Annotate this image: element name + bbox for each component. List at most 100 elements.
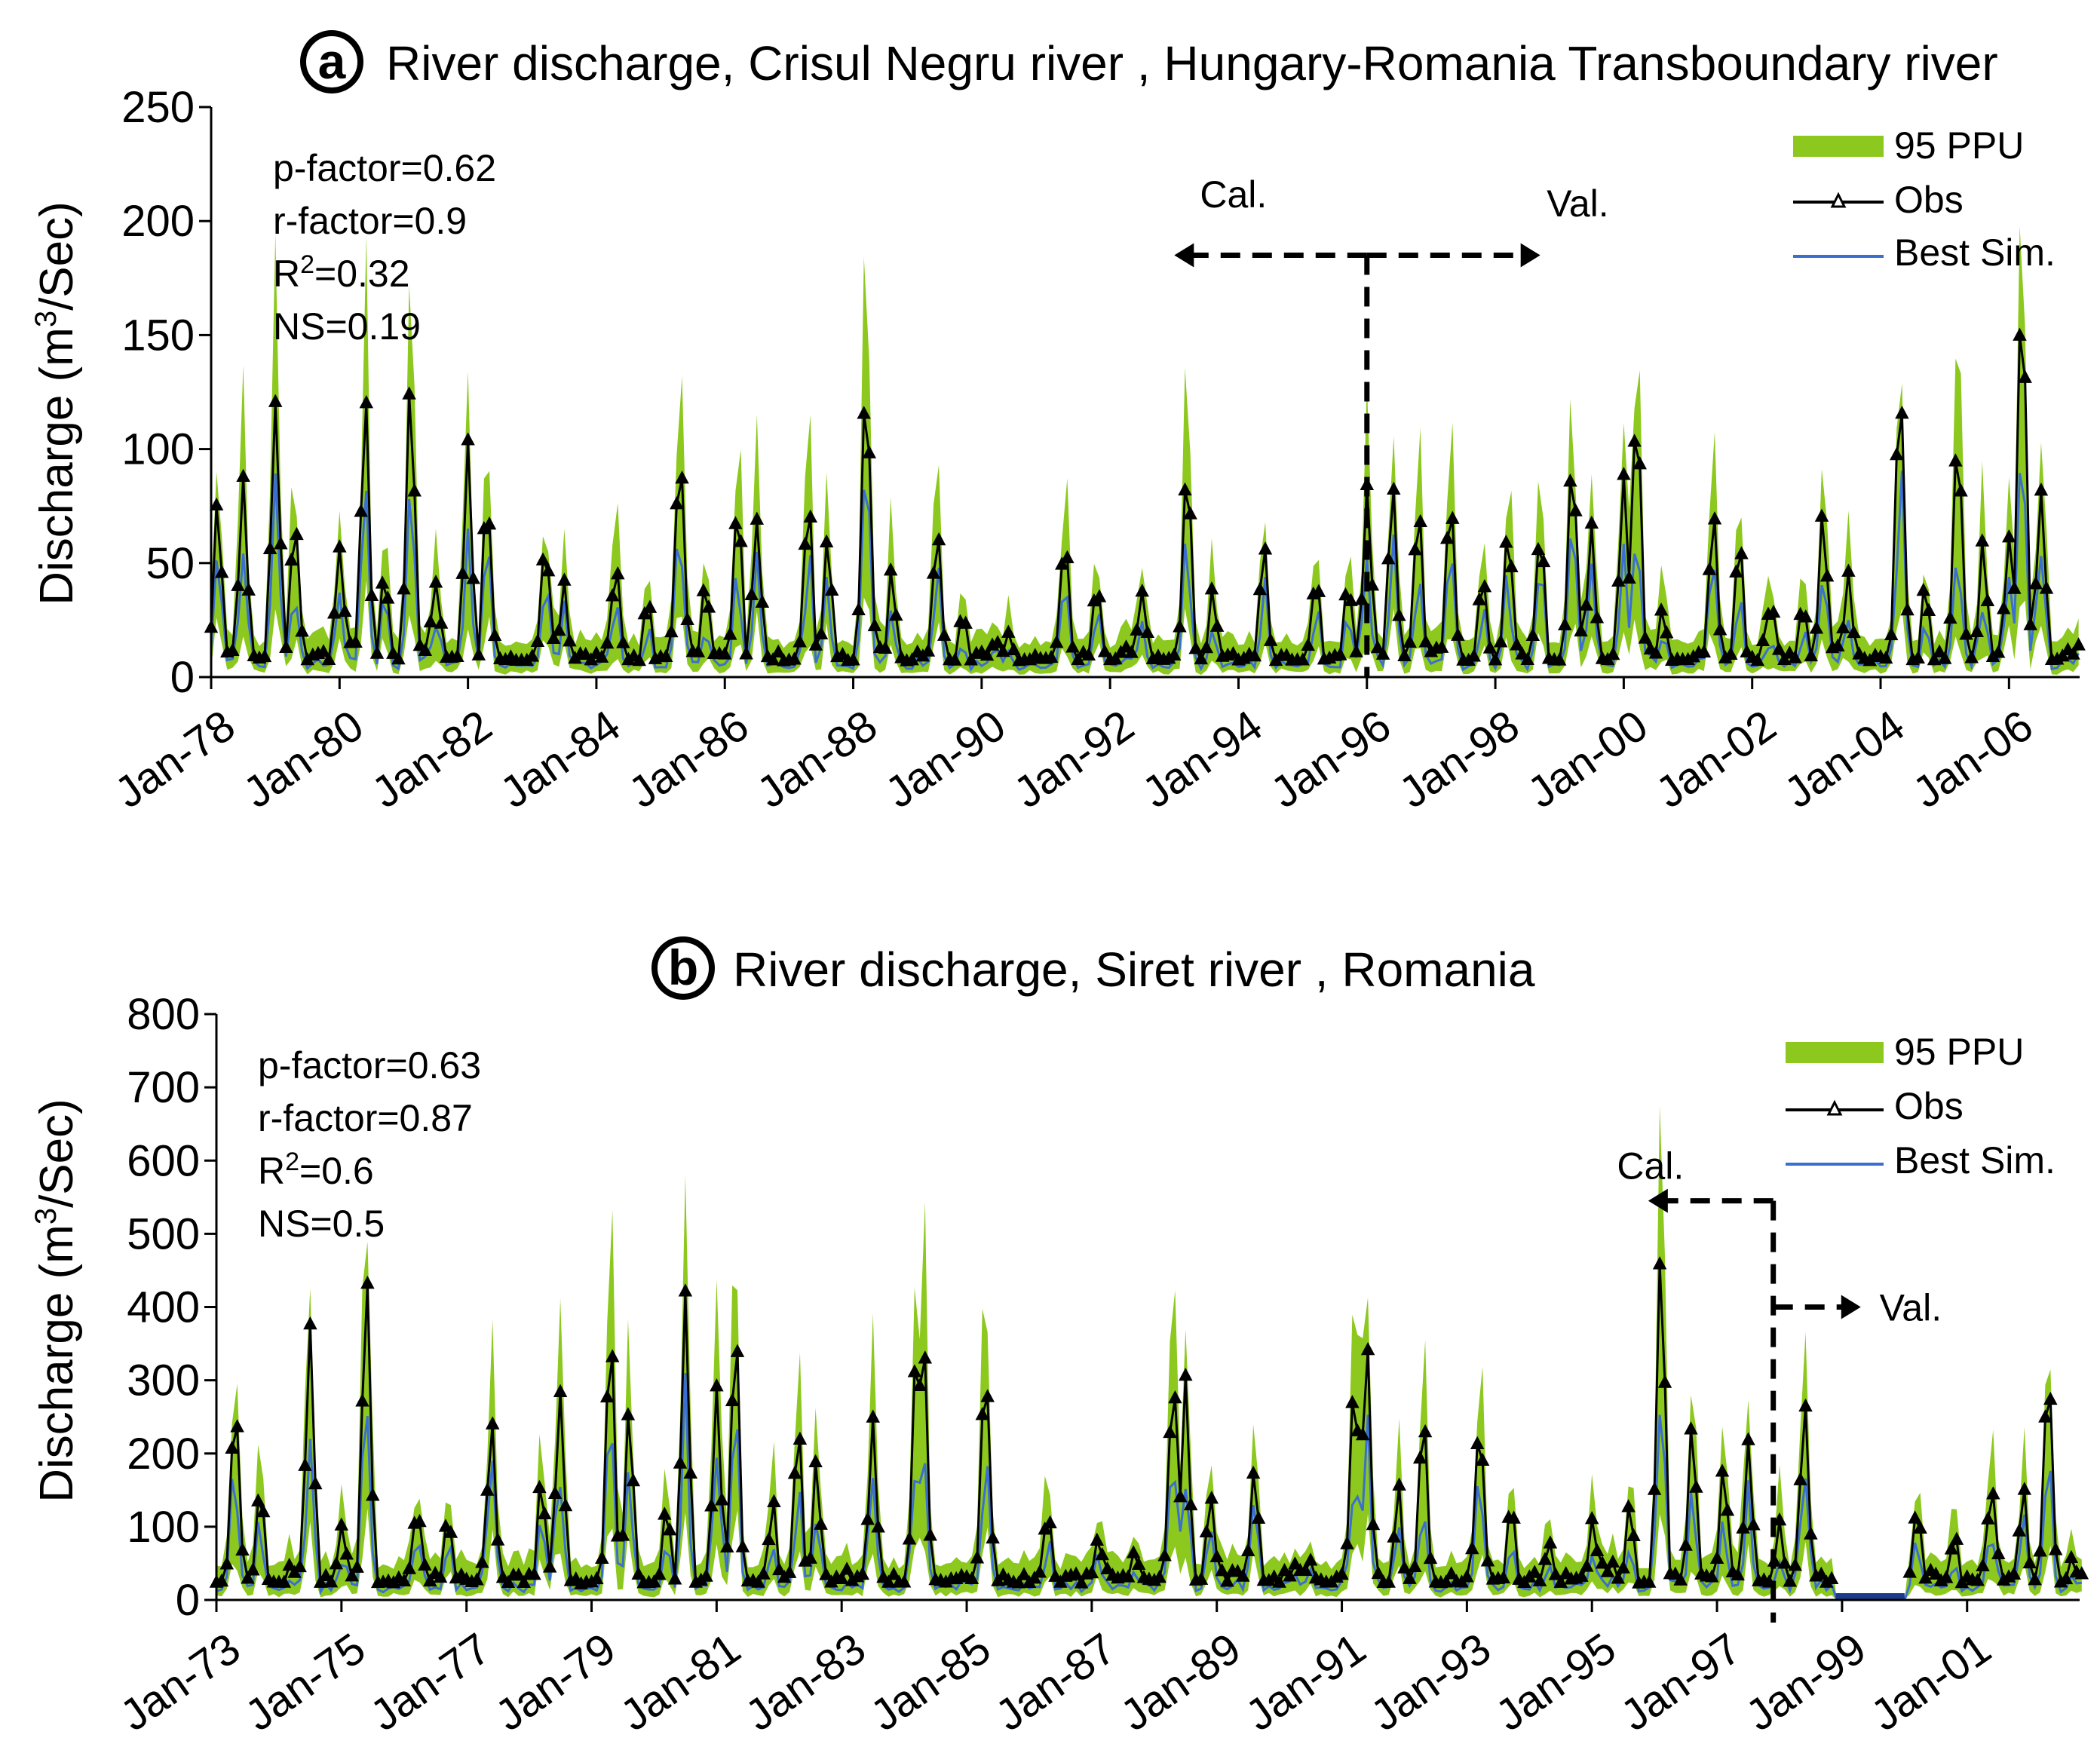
panel-b-obs-marker (1403, 1571, 1417, 1584)
panel-b-obs-marker (667, 1571, 682, 1585)
panel-a-obs-marker (1884, 627, 1899, 641)
panel-b-obs-marker (1902, 1565, 1917, 1578)
panel-b-obs-marker (1908, 1510, 1922, 1524)
panel-b-obs-marker (1194, 1571, 1209, 1585)
panel-b-obs-marker (1709, 1550, 1724, 1565)
panel-b-obs-marker (480, 1482, 495, 1496)
panel-b-obs-marker (1204, 1491, 1219, 1504)
panel-b-obs-marker (1605, 1554, 1620, 1568)
panel-a-ytick-label: 250 (121, 83, 195, 132)
panel-b-obs-marker (241, 1571, 255, 1584)
panel-a-obs-marker (1627, 434, 1642, 447)
panel-a-obs-marker (1638, 630, 1653, 644)
panel-b-obs-marker (1621, 1499, 1636, 1512)
panel-a-xtick-label: Jan-02 (1647, 700, 1785, 817)
panel-b-obs-marker (814, 1516, 828, 1530)
panel-a-obs-marker (461, 432, 475, 446)
panel-a-obs-marker (851, 602, 866, 616)
panel-b-ytick-label: 700 (127, 1063, 200, 1112)
panel-b-obs-marker (1095, 1546, 1109, 1561)
panel-a-obs-marker (1900, 602, 1915, 616)
panel-a-obs-marker (1520, 651, 1534, 666)
panel-b-obs-marker (1741, 1432, 1755, 1445)
panel-b-obs-marker (438, 1519, 453, 1532)
panel-b-stat-ns: NS=0.5 (258, 1203, 385, 1245)
panel-b-obs-marker (350, 1559, 364, 1573)
panel-a-obs-marker (835, 647, 850, 660)
panel-a-obs-marker (728, 516, 743, 529)
panel-a-obs-marker (1943, 610, 1957, 624)
panel-a-obs-marker (739, 646, 753, 660)
panel-b-obs-marker (293, 1558, 307, 1573)
panel-b-obs-marker (303, 1316, 317, 1330)
panel-b-obs-marker (871, 1519, 885, 1533)
panel-b-xtick-label: Jan-83 (737, 1623, 875, 1740)
panel-a-obs-marker (787, 651, 802, 665)
panel-a-obs-marker (236, 468, 250, 483)
panel-a-obs-marker (599, 635, 615, 649)
panel-a-obs-marker (1226, 645, 1240, 660)
panel-b-obs-marker (1236, 1568, 1250, 1582)
panel-b-obs-marker (397, 1573, 412, 1587)
panel-a-obs-marker (1097, 644, 1112, 657)
panel-b-xtick-label: Jan-93 (1362, 1623, 1500, 1740)
panel-a-obs-marker (1140, 624, 1155, 639)
panel-b-obs-marker (2064, 1549, 2079, 1564)
panel-b-obs-marker (2048, 1542, 2063, 1555)
panel-b-obs-marker (1032, 1565, 1047, 1578)
panel-a-obs-marker (1525, 627, 1541, 641)
panel-b-obs-marker (230, 1419, 244, 1433)
panel-a-obs-marker (1654, 602, 1669, 616)
panel-b-obs-marker (1731, 1567, 1745, 1581)
panel-a-obs-marker (268, 394, 283, 407)
panel-a-cal-arrowhead (1174, 243, 1194, 268)
panel-a-obs-marker (316, 644, 331, 657)
panel-a-badge-circle (300, 30, 363, 93)
panel-a-legend-obs-label: Obs (1894, 179, 1964, 221)
panel-b-obs-marker (2012, 1523, 2027, 1537)
panel-b-obs-marker (1496, 1570, 1511, 1584)
panel-a-obs-marker (1408, 542, 1422, 556)
panel-a-obs-marker (1124, 645, 1139, 658)
panel-a-obs-marker (1750, 652, 1765, 667)
panel-b-obs-marker (1798, 1398, 1813, 1412)
panel-a-obs-marker (921, 643, 936, 657)
panel-b-obs-marker (1783, 1574, 1798, 1587)
panel-a-obs-marker (1130, 622, 1144, 636)
panel-a-obs-marker (1878, 650, 1893, 664)
panel-b-obs-marker (1986, 1486, 2000, 1500)
panel-b-obs-marker (1475, 1452, 1490, 1466)
panel-a-obs-marker (611, 566, 625, 580)
panel-b-obs-marker (1283, 1568, 1297, 1582)
panel-b-xtick-label: Jan-91 (1237, 1623, 1375, 1740)
panel-a-obs-marker (1991, 645, 2006, 658)
panel-b-stat-r2: R2=0.6 (258, 1148, 374, 1192)
panel-b-obs-marker (1418, 1424, 1433, 1438)
panel-b-obs-marker (1408, 1558, 1422, 1572)
panel-a-obs-marker (284, 552, 299, 566)
panel-a-obs-marker (214, 565, 229, 578)
panel-a-obs-marker (1771, 642, 1786, 655)
panel-a-obs-marker (1959, 627, 1973, 640)
panel-b-obs-marker (590, 1571, 604, 1585)
panel-a-obs-marker (397, 581, 411, 595)
panel-a-obs-marker (792, 634, 807, 648)
panel-b-obs-marker (277, 1574, 292, 1588)
panel-a-obs-marker (1740, 644, 1754, 657)
panel-a-val-arrowhead (1520, 243, 1541, 268)
panel-a-obs-marker (563, 633, 577, 647)
panel-a-obs-marker (723, 627, 737, 640)
panel-a-obs-marker (2066, 646, 2080, 660)
panel-b-obs-marker (1199, 1524, 1214, 1538)
panel-a-obs-marker (1584, 515, 1599, 529)
panel-b-obs-marker (918, 1350, 933, 1364)
panel-b-xtick-label: Jan-73 (112, 1623, 250, 1740)
panel-b-obs-marker (975, 1407, 990, 1421)
panel-b-obs-marker (2038, 1409, 2052, 1423)
panel-a-cal-val: Cal. Val. (1174, 173, 1609, 677)
panel-b-obs-marker (323, 1574, 339, 1588)
panel-a-obs-marker (1648, 645, 1663, 659)
panel-b-obs-marker (964, 1571, 979, 1585)
panel-b-ytick-label: 500 (127, 1209, 200, 1258)
panel-b-obs-marker (1173, 1489, 1188, 1503)
